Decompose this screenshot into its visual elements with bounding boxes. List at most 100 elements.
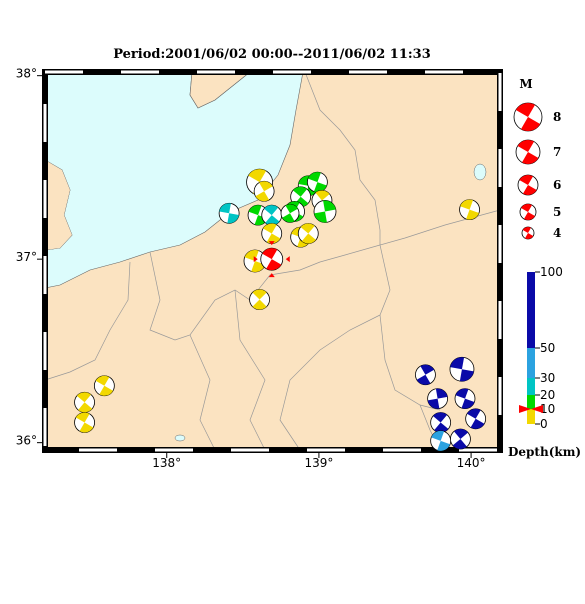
- ball-quadrant: [79, 422, 94, 433]
- ball-quadrant: [523, 185, 537, 195]
- ball-quadrant: [219, 203, 231, 214]
- ball-quadrant: [227, 213, 239, 224]
- ball-quadrant: [292, 186, 308, 197]
- ball-quadrant: [248, 205, 262, 216]
- ball-quadrant: [435, 388, 448, 399]
- ball-quadrant: [248, 169, 267, 183]
- ball-quadrant: [437, 440, 451, 451]
- ball-quadrant: [255, 191, 270, 202]
- focal-mechanism: [260, 247, 284, 271]
- ball-quadrant: [416, 374, 431, 385]
- focal-mechanism: [74, 391, 95, 413]
- focal-mechanism: [261, 204, 283, 226]
- ball-quadrant: [522, 152, 539, 165]
- depth-scale-title: Depth(km): [508, 445, 581, 459]
- focal-mechanism: [427, 388, 449, 410]
- depth-marker: [519, 405, 543, 413]
- legend-label: 5: [553, 205, 561, 219]
- ball-quadrant: [460, 199, 473, 210]
- focal-mechanism: [280, 203, 300, 223]
- highlight-marker: [253, 256, 258, 263]
- highlight-marker: [285, 256, 290, 263]
- focal-mechanism: [454, 388, 476, 410]
- focal-mechanism: [459, 199, 480, 221]
- legend-label: 7: [553, 145, 561, 159]
- x-tick-label: 139°: [304, 456, 333, 470]
- depth-tick-label: 50: [540, 341, 555, 355]
- depth-tick-label: 30: [540, 371, 555, 385]
- ball-quadrant: [519, 174, 533, 185]
- x-tick-label: 138°: [152, 456, 181, 470]
- focal-mechanism: [313, 200, 337, 223]
- ball-quadrant: [301, 233, 316, 244]
- focal-mechanism: [465, 408, 487, 430]
- depth-tick-label: 0: [540, 417, 548, 431]
- ball-quadrant: [259, 181, 273, 192]
- depth-band: [527, 272, 535, 348]
- focal-mechanism: [430, 412, 452, 433]
- ball-quadrant: [466, 209, 479, 220]
- ball-quadrant: [95, 375, 110, 386]
- ball-quadrant: [252, 289, 267, 300]
- ball-quadrant: [431, 430, 445, 441]
- ball-quadrant: [266, 233, 281, 244]
- ball-quadrant: [99, 385, 114, 396]
- ball-quadrant: [265, 215, 280, 226]
- depth-tick-label: 100: [540, 265, 563, 279]
- ball-quadrant: [323, 200, 336, 212]
- focal-mechanism: [306, 171, 328, 193]
- focal-mechanism: [253, 180, 275, 202]
- ball-quadrant: [525, 233, 534, 239]
- ball-quadrant: [285, 204, 298, 214]
- legend-ball: [517, 174, 539, 196]
- peninsula-fill: [45, 160, 72, 250]
- focal-mechanism: [415, 364, 436, 386]
- ball-quadrant: [315, 190, 330, 201]
- ball-quadrant: [461, 398, 475, 409]
- ball-quadrant: [434, 422, 449, 433]
- ball-quadrant: [76, 392, 91, 403]
- focal-mechanism: [430, 430, 452, 452]
- events: [74, 168, 487, 452]
- ball-quadrant: [300, 223, 315, 234]
- basemap: [42, 69, 503, 453]
- focal-mechanism: [249, 289, 270, 310]
- y-tick-label: 38°: [16, 67, 37, 81]
- highlight-marker: [268, 241, 275, 246]
- focal-mechanism: [218, 202, 240, 224]
- ball-quadrant: [313, 182, 327, 193]
- x-tick-label: 140°: [457, 456, 486, 470]
- legend-ball: [519, 203, 537, 221]
- focal-mechanism: [449, 356, 475, 382]
- focal-mechanism: [93, 375, 115, 397]
- ball-quadrant: [420, 364, 435, 375]
- ball-quadrant: [282, 213, 295, 223]
- ball-quadrant: [459, 369, 474, 382]
- y-tick-label: 36°: [16, 434, 37, 448]
- lake: [174, 434, 186, 442]
- depth-tick-label: 20: [540, 388, 555, 402]
- depth-band: [527, 348, 535, 378]
- legend-ball: [515, 139, 541, 165]
- legend-ball: [521, 226, 535, 240]
- ball-quadrant: [263, 223, 277, 234]
- ball-quadrant: [432, 412, 448, 423]
- focal-mechanism: [261, 223, 283, 244]
- focal-mechanism: [450, 428, 471, 450]
- ball-quadrant: [78, 402, 93, 413]
- ball-quadrant: [427, 398, 440, 409]
- focal-mechanism: [297, 223, 319, 244]
- ball-quadrant: [515, 103, 535, 117]
- ball-quadrant: [521, 204, 532, 212]
- ball-quadrant: [455, 388, 469, 399]
- ball-quadrant: [470, 418, 485, 429]
- ball-quadrant: [466, 408, 481, 419]
- ball-quadrant: [266, 259, 282, 271]
- legend-label: 4: [553, 226, 561, 240]
- frame-pattern: [43, 70, 502, 452]
- ball-quadrant: [252, 299, 267, 310]
- island: [189, 71, 251, 109]
- ball-quadrant: [307, 172, 321, 183]
- ball-quadrant: [264, 205, 279, 216]
- ball-quadrant: [75, 412, 90, 423]
